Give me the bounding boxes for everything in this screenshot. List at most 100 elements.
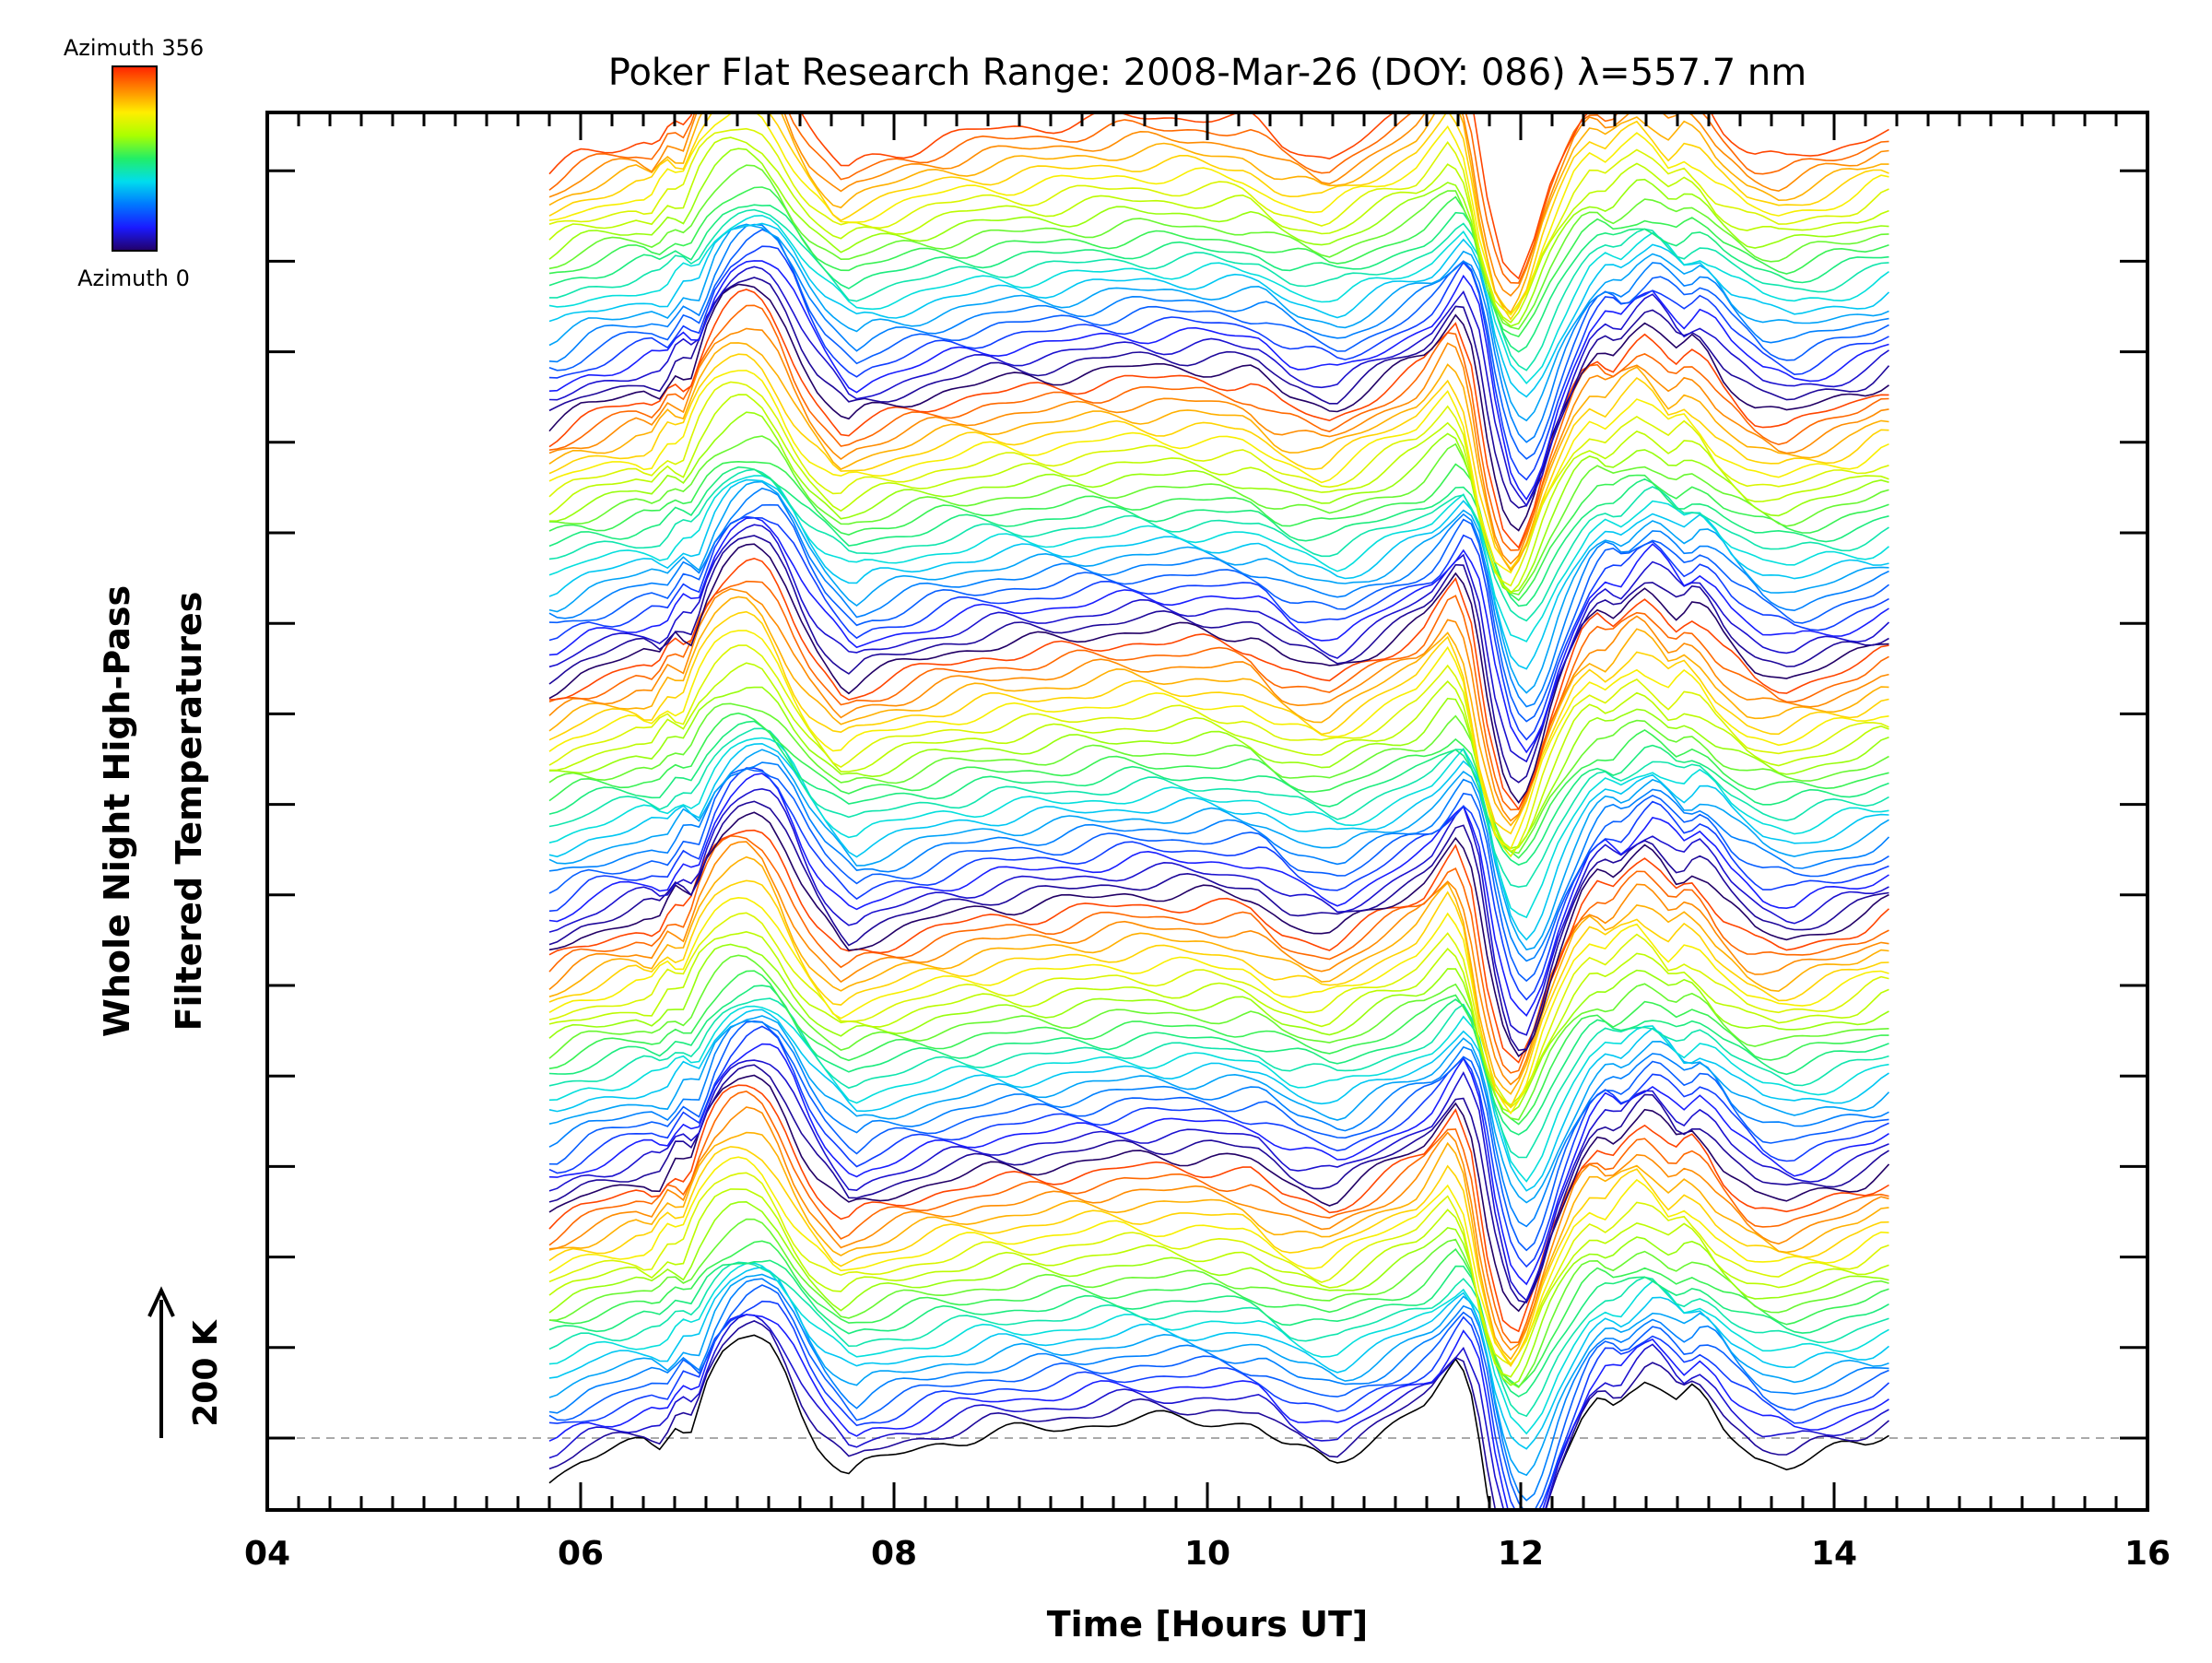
scale-bar-arrowhead	[147, 1286, 175, 1317]
series-line	[548, 204, 1889, 353]
traces-group	[548, 112, 1890, 1510]
series-line	[548, 954, 1889, 1121]
series-line	[548, 662, 1889, 853]
series-line	[548, 223, 1889, 422]
colorbar-gradient	[112, 65, 158, 252]
series-line	[548, 727, 1889, 889]
series-line	[548, 896, 1889, 1115]
series-line	[548, 370, 1889, 574]
series-line	[548, 1059, 1889, 1303]
colorbar-bottom-label: Azimuth 0	[77, 265, 190, 291]
series-line	[548, 381, 1889, 587]
series-line	[548, 543, 1889, 804]
series-line	[548, 1278, 1889, 1502]
series-line	[548, 327, 1889, 565]
series-line	[548, 289, 1889, 549]
series-line	[548, 1259, 1889, 1398]
series-line	[548, 524, 1890, 763]
series-line	[548, 580, 1889, 811]
series-line	[548, 222, 1890, 398]
series-line	[548, 516, 1889, 754]
series-line	[548, 515, 1889, 741]
series-line	[548, 644, 1889, 858]
series-line	[548, 737, 1889, 919]
series-line	[548, 1025, 1889, 1268]
series-line	[548, 985, 1889, 1136]
series-line	[548, 1172, 1889, 1366]
series-line	[548, 749, 1889, 951]
series-line	[548, 1146, 1889, 1368]
series-line	[548, 1131, 1889, 1361]
series-line	[548, 186, 1889, 338]
series-line	[548, 702, 1889, 855]
series-line	[548, 112, 1889, 316]
series-line	[548, 245, 1889, 481]
x-tick-label: 16	[2124, 1535, 2171, 1573]
series-line	[548, 112, 1889, 314]
series-line	[549, 208, 1889, 372]
series-line	[548, 1300, 1890, 1510]
series-line	[548, 1262, 1889, 1435]
series-line	[548, 970, 1889, 1126]
series-line	[548, 411, 1889, 593]
series-line	[548, 1074, 1890, 1313]
series-line	[548, 503, 1889, 723]
x-axis-label: Time [Hours UT]	[1047, 1604, 1369, 1645]
series-line	[548, 277, 1890, 509]
x-tick-label: 10	[1184, 1535, 1230, 1573]
series-line	[548, 587, 1889, 822]
series-line	[548, 1043, 1889, 1286]
series-line	[548, 1218, 1889, 1388]
y-axis-label-line2: Filtered Temperatures	[169, 592, 209, 1032]
series-line	[548, 136, 1889, 324]
series-line	[548, 834, 1889, 1074]
series-line	[548, 353, 1889, 571]
series-line	[548, 147, 1889, 327]
series-line	[548, 1188, 1889, 1378]
series-line	[548, 686, 1889, 850]
x-axis-ticks	[265, 112, 2149, 1510]
series-line	[548, 1156, 1889, 1365]
colorbar: Azimuth 356 Azimuth 0	[64, 35, 204, 291]
series-line	[548, 1008, 1889, 1192]
series-line	[548, 1020, 1889, 1228]
series-line	[548, 767, 1889, 1001]
series-line	[548, 435, 1889, 596]
series-line	[548, 630, 1889, 850]
x-tick-label: 08	[871, 1535, 917, 1573]
series-line	[548, 112, 1889, 321]
series-line	[548, 127, 1889, 316]
series-line	[548, 466, 1889, 607]
x-tick-label: 06	[558, 1535, 604, 1573]
x-axis-tick-labels: 04 06 08 10 12 14 16	[244, 1535, 2171, 1573]
series-line	[548, 112, 1889, 297]
series-line	[548, 712, 1889, 859]
series-line	[548, 214, 1889, 385]
scale-bar-label: 200 K	[187, 1319, 225, 1427]
series-line	[548, 164, 1889, 330]
series-line	[548, 1090, 1889, 1344]
series-line	[548, 1005, 1889, 1183]
series-line	[548, 283, 1889, 532]
series-line	[548, 1314, 1889, 1510]
series-line	[548, 787, 1889, 1036]
series-line	[548, 265, 1889, 507]
series-line	[548, 761, 1890, 962]
scale-bar: 200 K	[147, 1286, 225, 1438]
series-line	[548, 394, 1889, 595]
series-line	[548, 304, 1889, 551]
x-tick-label: 14	[1811, 1535, 1857, 1573]
series-line	[548, 1320, 1890, 1510]
series-line	[548, 112, 1889, 284]
series-line	[548, 855, 1889, 1095]
series-line	[548, 260, 1889, 501]
chart-title: Poker Flat Research Range: 2008-Mar-26 (…	[608, 52, 1806, 94]
series-line	[548, 342, 1889, 572]
series-line	[548, 480, 1889, 694]
series-line	[548, 1240, 1889, 1388]
series-line	[548, 1200, 1889, 1386]
series-line	[548, 997, 1889, 1159]
series-line	[548, 1261, 1889, 1418]
